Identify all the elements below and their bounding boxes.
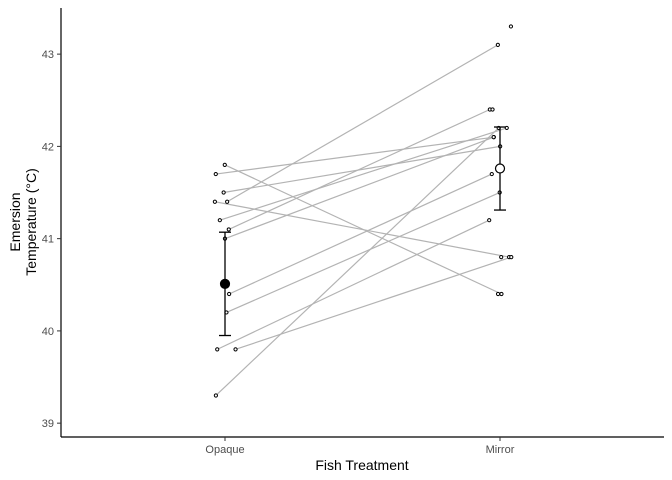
mean-point [219, 278, 231, 289]
pair-line [223, 145, 501, 194]
point-opaque [226, 227, 231, 232]
y-tick-label: 43 [42, 49, 54, 61]
pair-line [235, 256, 512, 350]
pair-line [226, 44, 499, 203]
point-opaque [225, 199, 230, 204]
y-tick-label: 41 [42, 234, 54, 246]
y-axis-title-line-2: Temperature (°C) [23, 168, 39, 276]
axes [60, 8, 664, 438]
pair-line [215, 136, 494, 175]
point-mirror [495, 291, 501, 297]
y-axis-title-line-1: Emersion [7, 192, 23, 251]
point-mirror [508, 24, 514, 29]
point-opaque [217, 218, 222, 223]
y-tick-label: 40 [42, 326, 54, 338]
pair-line [216, 219, 490, 350]
point-opaque [212, 199, 217, 204]
point-mirror [509, 254, 514, 260]
pair-line [215, 127, 500, 396]
x-axis-title: Fish Treatment [315, 457, 408, 473]
y-tick-label: 39 [42, 418, 54, 430]
point-opaque [222, 162, 227, 167]
point-mirror [499, 291, 504, 297]
pair-line [228, 108, 491, 230]
y-ticks: 39 40 41 42 43 [42, 49, 61, 430]
point-opaque [233, 347, 238, 352]
point-mirror [495, 42, 500, 48]
pair-line [226, 191, 500, 314]
mean-point [494, 163, 506, 174]
mean-error-bars [219, 126, 506, 337]
pair-lines [214, 44, 512, 396]
summary-mirror [494, 126, 506, 211]
x-tick-label: Opaque [205, 444, 244, 456]
y-tick-label: 42 [42, 141, 54, 153]
point-mirror [489, 171, 494, 177]
summary-opaque [219, 231, 231, 337]
point-mirror [487, 218, 492, 223]
x-tick-label: Mirror [486, 444, 515, 456]
point-mirror [499, 254, 504, 260]
y-axis-title: Emersion Temperature (°C) [7, 168, 39, 276]
pair-line [219, 127, 507, 221]
pair-line [214, 201, 510, 258]
point-opaque [215, 347, 220, 352]
point-opaque [213, 393, 218, 398]
point-opaque [221, 190, 226, 195]
point-opaque [213, 171, 218, 177]
pair-line [224, 136, 494, 240]
data-points [212, 24, 514, 398]
point-mirror [491, 135, 496, 140]
point-opaque [227, 291, 232, 297]
point-mirror [490, 107, 495, 112]
pair-line [228, 173, 493, 295]
x-ticks: Opaque Mirror [205, 437, 515, 456]
